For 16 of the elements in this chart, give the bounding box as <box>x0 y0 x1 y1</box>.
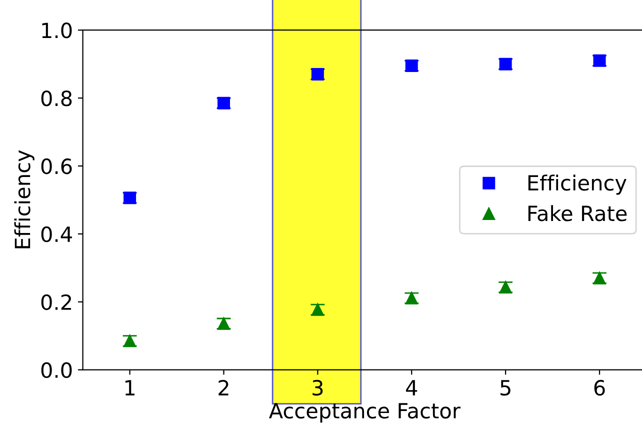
y-axis-title: Efficiency <box>14 150 34 248</box>
y-tick-label: 0.8 <box>41 90 72 106</box>
y-tick-label: 0.4 <box>41 226 72 242</box>
legend-label: Efficiency <box>528 174 626 195</box>
legend-label: Fake Rate <box>528 205 627 222</box>
x-tick-label: 2 <box>218 380 228 396</box>
y-tick-label: 0.2 <box>41 294 72 310</box>
x-tick-label: 4 <box>406 380 418 396</box>
y-tick-label: 0.6 <box>41 158 72 174</box>
y-tick-label: 0.0 <box>41 362 72 378</box>
y-tick-label: 1.0 <box>42 22 72 38</box>
x-tick-label: 5 <box>500 380 510 396</box>
x-tick-label: 1 <box>125 380 134 396</box>
x-axis-title: Acceptance Factor <box>268 403 460 423</box>
x-tick-label: 6 <box>594 380 605 396</box>
x-tick-label: 3 <box>312 380 323 396</box>
